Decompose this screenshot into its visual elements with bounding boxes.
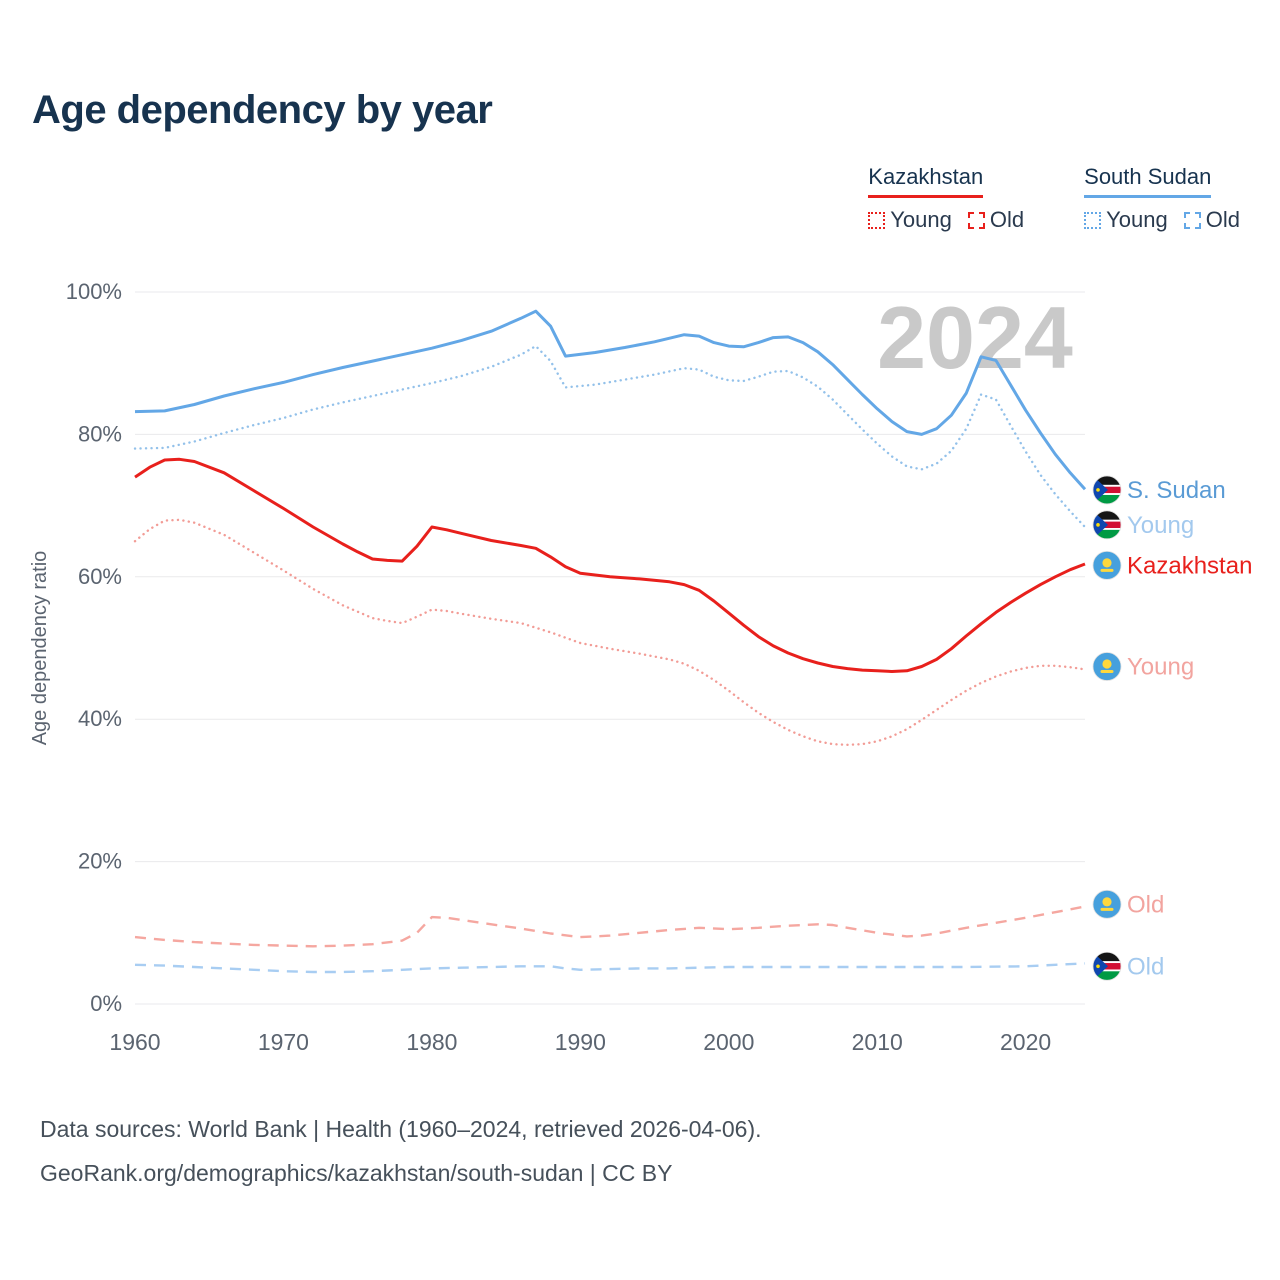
series-end-label-kazakhstan-total: Kazakhstan bbox=[1092, 551, 1252, 580]
page-title: Age dependency by year bbox=[32, 88, 493, 132]
kazakhstan-flag-icon bbox=[1093, 652, 1121, 681]
south-sudan-flag-icon bbox=[1093, 510, 1121, 539]
x-tick-label: 1990 bbox=[555, 1029, 606, 1055]
y-tick-label: 20% bbox=[78, 849, 122, 874]
south-sudan-flag-icon bbox=[1093, 475, 1121, 504]
south-sudan-young-swatch-icon bbox=[1084, 211, 1102, 229]
x-tick-label: 1980 bbox=[406, 1029, 457, 1055]
series-end-label-kazakhstan-old: Old bbox=[1092, 889, 1164, 919]
series-end-label-text: Old bbox=[1127, 953, 1164, 980]
flag-icon-ring bbox=[1092, 475, 1122, 505]
series-end-label-text: Kazakhstan bbox=[1127, 552, 1252, 579]
kazakhstan-old-swatch-icon bbox=[967, 211, 985, 229]
series-end-label-kazakhstan-young: Young bbox=[1092, 652, 1194, 681]
legend-label-south-sudan-old: Old bbox=[1205, 207, 1240, 232]
flag-icon-ring bbox=[1092, 551, 1122, 580]
series-end-label-text: Young bbox=[1127, 654, 1194, 681]
kazakhstan-flag-icon bbox=[1093, 551, 1121, 580]
legend-group-kazakhstan: Kazakhstan Young Old bbox=[868, 164, 1024, 233]
south-sudan-flag-icon bbox=[1093, 952, 1121, 981]
legend-label-kazakhstan-old: Old bbox=[989, 207, 1025, 232]
y-tick-label: 60% bbox=[78, 564, 122, 589]
x-tick-label: 1970 bbox=[258, 1029, 309, 1055]
flag-icon-ring bbox=[1092, 652, 1122, 681]
x-tick-label: 2000 bbox=[703, 1029, 754, 1055]
kazakhstan-flag-icon bbox=[1093, 890, 1121, 919]
south-sudan-old-swatch-icon bbox=[1183, 211, 1201, 229]
x-tick-label: 1960 bbox=[109, 1029, 160, 1055]
y-tick-label: 80% bbox=[78, 421, 122, 446]
series-end-label-text: Old bbox=[1127, 891, 1164, 918]
legend-country-kazakhstan: Kazakhstan bbox=[868, 164, 984, 198]
attribution-text: GeoRank.org/demographics/kazakhstan/sout… bbox=[40, 1159, 673, 1186]
flag-icon-ring bbox=[1092, 951, 1122, 981]
series-line-south-sudan-old bbox=[134, 962, 1086, 974]
y-tick-label: 100% bbox=[66, 279, 122, 304]
legend-group-south-sudan: South Sudan Young Old bbox=[1084, 164, 1240, 233]
legend-country-south-sudan: South Sudan bbox=[1084, 164, 1212, 198]
y-tick-label: 40% bbox=[78, 706, 122, 731]
y-axis-title: Age dependency ratio bbox=[29, 551, 51, 746]
legend-label-south-sudan-young: Young bbox=[1106, 207, 1168, 232]
data-sources-text: Data sources: World Bank | Health (1960–… bbox=[40, 1116, 762, 1142]
series-end-label-south-sudan-old: Old bbox=[1092, 951, 1164, 981]
kazakhstan-young-swatch-icon bbox=[868, 211, 886, 229]
series-line-kazakhstan-total bbox=[134, 457, 1086, 673]
legend-row-south-sudan: Young Old bbox=[1084, 207, 1240, 233]
series-end-label-text: S. Sudan bbox=[1127, 477, 1226, 504]
flag-icon-ring bbox=[1092, 510, 1122, 540]
series-end-label-south-sudan-total: S. Sudan bbox=[1092, 475, 1226, 505]
chart-legend: Kazakhstan Young Old South Sudan Young O… bbox=[868, 164, 1240, 233]
series-end-label-south-sudan-young: Young bbox=[1092, 510, 1194, 540]
series-end-label-text: Young bbox=[1127, 512, 1194, 539]
series-line-south-sudan-total bbox=[134, 309, 1087, 491]
series-line-kazakhstan-old bbox=[134, 905, 1086, 948]
chart-footer: Data sources: World Bank | Health (1960–… bbox=[40, 1108, 762, 1195]
gridlines bbox=[135, 291, 1085, 1005]
flag-icon-ring bbox=[1092, 889, 1122, 919]
legend-label-kazakhstan-young: Young bbox=[890, 207, 952, 232]
x-tick-label: 2010 bbox=[852, 1029, 903, 1055]
y-tick-label: 0% bbox=[90, 991, 122, 1016]
series-line-kazakhstan-young bbox=[133, 518, 1087, 746]
x-tick-label: 2020 bbox=[1000, 1029, 1051, 1055]
legend-row-kazakhstan: Young Old bbox=[868, 207, 1024, 233]
